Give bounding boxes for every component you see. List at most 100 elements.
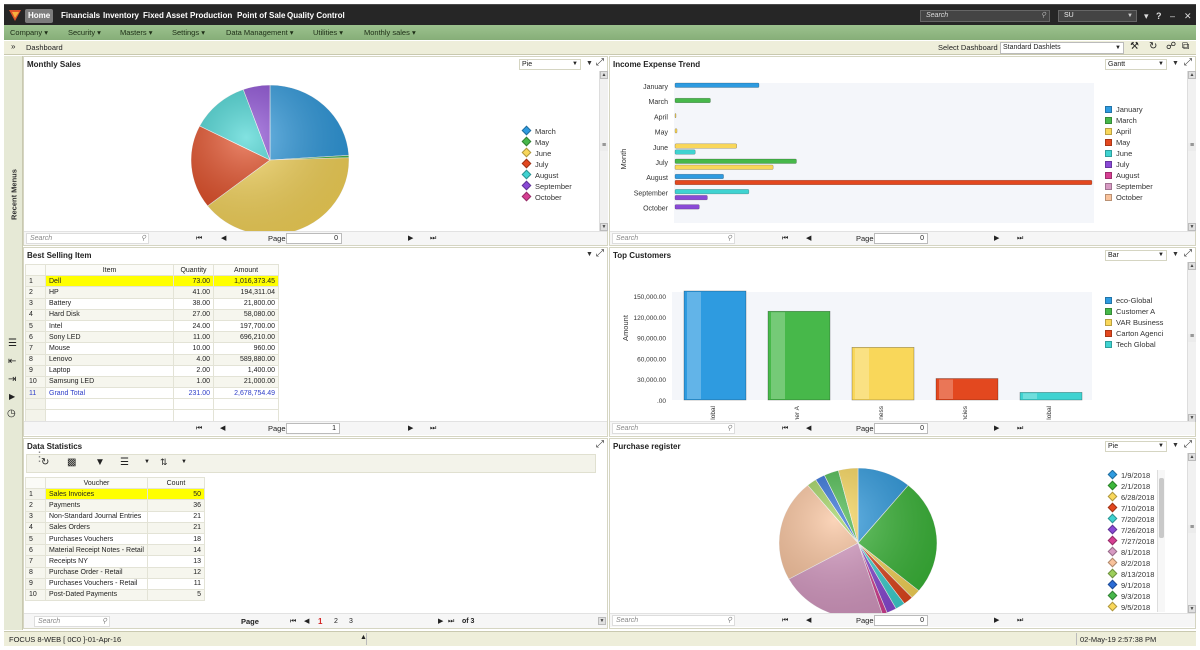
page-link[interactable]: 2 — [334, 618, 338, 625]
gantt-bar[interactable] — [674, 82, 760, 88]
next-page-icon[interactable]: ▶ — [408, 425, 414, 432]
scroll-thumb[interactable]: ≡ — [600, 142, 608, 151]
chart-type-select[interactable]: Gantt ▼ — [1105, 59, 1167, 70]
filter-icon[interactable]: ▼ — [95, 457, 105, 468]
bar[interactable] — [1019, 392, 1083, 401]
first-page-icon[interactable]: ⏮ — [196, 235, 203, 242]
legend-item[interactable]: 7/10/2018 — [1107, 502, 1163, 514]
table-row[interactable]: 6 Sony LED 11.00 696,210.00 — [25, 331, 279, 344]
list-options-icon[interactable]: ☰ — [120, 457, 129, 468]
legend-item[interactable]: 9/1/2018 — [1107, 579, 1163, 591]
legend-item[interactable]: 8/13/2018 — [1107, 568, 1163, 580]
customize-icon[interactable]: ⚒ — [1130, 41, 1139, 52]
chevron-down-icon[interactable]: ▼ — [181, 459, 187, 465]
panel-menu-icon[interactable]: ▼ — [1172, 251, 1179, 258]
next-page-icon[interactable]: ▶ — [438, 618, 444, 625]
help-icon[interactable]: ? — [1156, 11, 1162, 21]
legend-item[interactable]: September — [1105, 181, 1185, 192]
panel-menu-icon[interactable]: ▼ — [1172, 442, 1179, 449]
bar[interactable] — [683, 290, 747, 401]
last-page-icon[interactable]: ⏭ — [1017, 425, 1024, 432]
chart-type-select[interactable]: Pie ▼ — [1105, 441, 1167, 452]
legend-item[interactable]: 2/1/2018 — [1107, 480, 1163, 492]
legend-item[interactable]: July — [1105, 159, 1185, 170]
prev-page-icon[interactable]: ◀ — [304, 618, 310, 625]
legend-item[interactable]: May — [521, 136, 599, 148]
search-input[interactable]: Search ⚲ — [26, 233, 149, 244]
panel-menu-icon[interactable]: ▼ — [586, 60, 593, 67]
chart-type-select[interactable]: Bar ▼ — [1105, 250, 1167, 261]
attach-icon[interactable]: ☍ — [1166, 41, 1177, 52]
nav-home[interactable]: Home — [25, 9, 54, 23]
legend-item[interactable]: 8/2/2018 — [1107, 557, 1163, 569]
maximize-icon[interactable]: ⤢ — [1184, 57, 1192, 68]
first-page-icon[interactable]: ⏮ — [782, 617, 789, 624]
page-link-current[interactable]: 1 — [318, 617, 323, 626]
table-row[interactable]: 8 Lenovo 4.00 589,880.00 — [25, 353, 279, 366]
menu-settings[interactable]: Settings ▾ — [172, 28, 205, 37]
gantt-bar[interactable] — [674, 164, 774, 170]
first-page-icon[interactable]: ⏮ — [196, 425, 203, 432]
nav-inventory[interactable]: Inventory — [103, 11, 140, 20]
app-logo-icon[interactable] — [8, 8, 22, 22]
table-row[interactable]: 7 Receipts NY 13 — [25, 555, 206, 568]
legend-item[interactable]: January — [1105, 104, 1185, 115]
arrow-right-icon[interactable]: ▶ — [9, 392, 16, 401]
maximize-icon[interactable]: ⤢ — [1184, 439, 1192, 450]
legend-item[interactable]: October — [521, 191, 599, 203]
legend-scrollbar[interactable] — [1157, 470, 1165, 612]
page-number-input[interactable]: 1 — [286, 423, 340, 434]
panel-menu-icon[interactable]: ▼ — [1172, 60, 1179, 67]
scroll-up-icon[interactable]: ▲ — [1188, 71, 1196, 79]
last-page-icon[interactable]: ⏭ — [430, 235, 437, 242]
legend-item[interactable]: April — [1105, 126, 1185, 137]
prev-page-icon[interactable]: ◀ — [806, 617, 812, 624]
menu-monthly-sales[interactable]: Monthly sales ▾ — [364, 28, 416, 37]
page-number-input[interactable]: 0 — [874, 615, 928, 626]
nav-production[interactable]: Production — [190, 11, 233, 20]
legend-item[interactable]: June — [521, 147, 599, 159]
next-page-icon[interactable]: ▶ — [994, 617, 1000, 624]
menu-utilities[interactable]: Utilities ▾ — [313, 28, 344, 37]
list-icon[interactable]: ☰ — [8, 338, 17, 349]
gantt-bar[interactable] — [674, 158, 797, 164]
scroll-thumb[interactable]: ≡ — [1188, 142, 1196, 151]
table-row[interactable]: 4 Hard Disk 27.00 58,080.00 — [25, 308, 279, 321]
page-link[interactable]: 3 — [349, 618, 353, 625]
table-row[interactable]: 1 Dell 73.00 1,016,373.45 — [25, 275, 279, 288]
global-search-input[interactable]: Search ⚲ — [920, 10, 1050, 22]
legend-item[interactable]: 7/26/2018 — [1107, 524, 1163, 536]
column-header[interactable]: Item — [45, 263, 174, 277]
gantt-bar[interactable] — [674, 204, 700, 210]
refresh-icon[interactable]: ↻ — [41, 457, 50, 468]
page-number-input[interactable]: 0 — [286, 233, 342, 244]
sort-icon[interactable]: ⇅ — [160, 457, 168, 467]
prev-page-icon[interactable]: ◀ — [221, 235, 227, 242]
menu-masters[interactable]: Masters ▾ — [120, 28, 153, 37]
table-row[interactable]: 6 Material Receipt Notes - Retail 14 — [25, 544, 206, 557]
vertical-scrollbar[interactable]: ▲ ≡ ▼ — [599, 71, 608, 231]
table-row[interactable]: 3 Non-Standard Journal Entries 21 — [25, 510, 206, 523]
maximize-icon[interactable]: ⤢ — [596, 248, 604, 259]
legend-item[interactable]: 9/5/2018 — [1107, 601, 1163, 612]
table-row[interactable]: 9 Purchases Vouchers - Retail 11 — [25, 577, 206, 590]
legend-item[interactable]: October — [1105, 192, 1185, 203]
legend-item[interactable]: June — [1105, 148, 1185, 159]
next-page-icon[interactable]: ▶ — [994, 425, 1000, 432]
prev-page-icon[interactable]: ◀ — [806, 235, 812, 242]
column-header[interactable]: Voucher — [45, 476, 148, 490]
recent-menus-tab[interactable]: Recent Menus — [4, 166, 23, 226]
menu-security[interactable]: Security ▾ — [68, 28, 101, 37]
legend-item[interactable]: 8/1/2018 — [1107, 546, 1163, 558]
gantt-bar[interactable] — [674, 128, 678, 134]
chart-type-select[interactable]: Pie ▼ — [519, 59, 581, 70]
scroll-down-icon[interactable]: ▼ — [600, 223, 608, 231]
gantt-bar[interactable] — [674, 173, 724, 179]
legend-item[interactable]: eco-Global — [1105, 295, 1185, 306]
column-header[interactable]: Amount — [213, 263, 279, 277]
last-page-icon[interactable]: ⏭ — [430, 425, 437, 432]
first-page-icon[interactable]: ⏮ — [290, 618, 297, 625]
import-icon[interactable]: ⇤ — [8, 356, 17, 367]
gantt-bar[interactable] — [674, 189, 750, 195]
legend-item[interactable]: March — [521, 125, 599, 137]
